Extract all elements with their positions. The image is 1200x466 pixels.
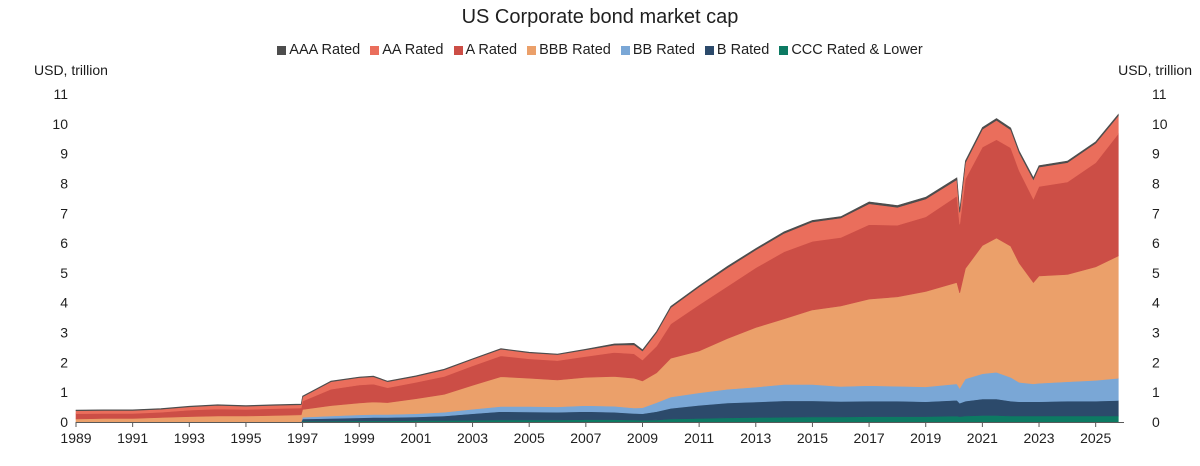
x-tick-label-1993: 1993 <box>174 430 205 446</box>
y-tick-label-left-8: 8 <box>60 175 68 191</box>
legend-item-a: A Rated <box>453 42 518 58</box>
legend-label-bb: BB Rated <box>632 42 695 58</box>
x-tick-label-2013: 2013 <box>740 430 771 446</box>
y-tick-label-left-9: 9 <box>60 146 68 162</box>
y-tick-label-right-3: 3 <box>1152 325 1160 341</box>
legend-swatch-bb <box>620 45 630 55</box>
x-tick-label-2021: 2021 <box>967 430 998 446</box>
y-tick-label-left-11: 11 <box>53 86 68 102</box>
x-tick-label-2019: 2019 <box>910 430 941 446</box>
legend-item-aaa: AAA Rated <box>277 42 360 58</box>
x-tick-label-1991: 1991 <box>117 430 148 446</box>
x-tick-label-2001: 2001 <box>400 430 431 446</box>
y-tick-label-right-5: 5 <box>1152 265 1160 281</box>
y-tick-label-right-10: 10 <box>1152 116 1168 132</box>
y-tick-label-right-8: 8 <box>1152 175 1160 191</box>
area-aaa-rated <box>75 113 1119 412</box>
legend-label-aa: AA Rated <box>382 42 444 58</box>
legend-label-a: A Rated <box>465 42 518 58</box>
chart-title: US Corporate bond market cap <box>461 6 739 28</box>
legend-label-bbb: BBB Rated <box>539 42 611 58</box>
x-tick-label-2005: 2005 <box>514 430 545 446</box>
legend-label-aaa: AAA Rated <box>289 42 361 58</box>
legend-swatch-aaa <box>277 45 287 55</box>
legend-item-bb: BB Rated <box>620 42 695 58</box>
x-tick-label-2003: 2003 <box>457 430 488 446</box>
y-tick-label-left-5: 5 <box>60 265 68 281</box>
y-tick-label-left-2: 2 <box>60 354 68 370</box>
y-axis-unit-left: USD, trillion <box>34 62 108 78</box>
y-tick-label-right-1: 1 <box>1152 384 1160 400</box>
legend-label-b: B Rated <box>716 42 770 58</box>
x-tick-label-2015: 2015 <box>797 430 828 446</box>
y-tick-label-left-4: 4 <box>60 295 68 311</box>
x-tick-label-2023: 2023 <box>1023 430 1054 446</box>
legend-swatch-aa <box>370 45 380 55</box>
legend-item-b: B Rated <box>704 42 770 58</box>
y-tick-label-right-2: 2 <box>1152 354 1160 370</box>
y-tick-label-right-7: 7 <box>1152 205 1160 221</box>
x-tick-label-2011: 2011 <box>684 430 714 446</box>
y-tick-label-right-11: 11 <box>1152 86 1167 102</box>
legend-item-aa: AA Rated <box>370 42 444 58</box>
x-tick-label-1997: 1997 <box>287 430 318 446</box>
y-axis-unit-right: USD, trillion <box>1118 62 1192 78</box>
y-tick-label-right-9: 9 <box>1152 146 1160 162</box>
legend-label-ccc: CCC Rated & Lower <box>791 42 923 58</box>
y-tick-label-left-0: 0 <box>60 414 68 430</box>
y-tick-label-left-1: 1 <box>60 384 68 400</box>
x-tick-label-2007: 2007 <box>570 430 601 446</box>
y-tick-label-left-3: 3 <box>60 325 68 341</box>
y-tick-label-left-10: 10 <box>52 116 68 132</box>
y-tick-label-right-4: 4 <box>1152 295 1160 311</box>
legend-swatch-bbb <box>527 45 537 55</box>
legend-swatch-a <box>453 45 463 55</box>
x-tick-label-2025: 2025 <box>1080 430 1111 446</box>
x-tick-label-2017: 2017 <box>854 430 885 446</box>
y-tick-label-left-7: 7 <box>60 205 68 221</box>
x-tick-label-1995: 1995 <box>230 430 261 446</box>
legend-item-ccc: CCC Rated & Lower <box>779 42 923 58</box>
legend-item-bbb: BBB Rated <box>527 42 611 58</box>
y-tick-label-right-0: 0 <box>1152 414 1160 430</box>
legend-swatch-ccc <box>779 45 789 55</box>
y-tick-label-right-6: 6 <box>1152 235 1160 251</box>
legend-swatch-b <box>704 45 714 55</box>
legend: AAA Rated AA Rated A Rated BBB Rated BB … <box>0 42 1200 58</box>
x-tick-label-1999: 1999 <box>344 430 375 446</box>
y-tick-label-left-6: 6 <box>60 235 68 251</box>
x-tick-label-1989: 1989 <box>60 430 91 446</box>
x-tick-label-2009: 2009 <box>627 430 658 446</box>
